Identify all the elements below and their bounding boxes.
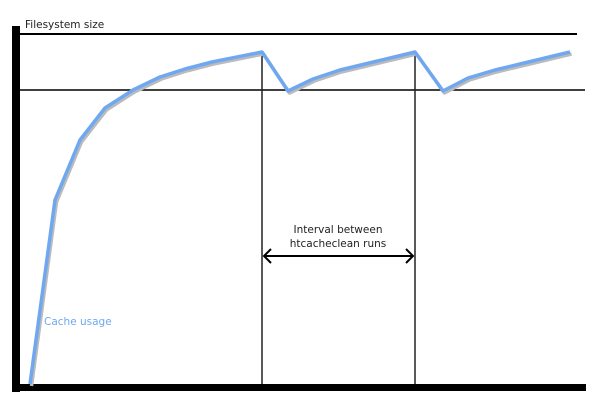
y-axis — [12, 26, 20, 392]
x-axis — [12, 384, 586, 391]
y-axis-label: Filesystem size — [25, 19, 104, 31]
cache-usage-curve — [28, 50, 571, 385]
interval-label-line-2: htcacheclean runs — [290, 238, 387, 250]
cache-usage-curve-shadow — [29, 52, 572, 387]
curve-label: Cache usage — [44, 316, 112, 328]
interval-label-line-1: Interval between — [294, 224, 383, 236]
interval-arrow — [262, 248, 415, 264]
